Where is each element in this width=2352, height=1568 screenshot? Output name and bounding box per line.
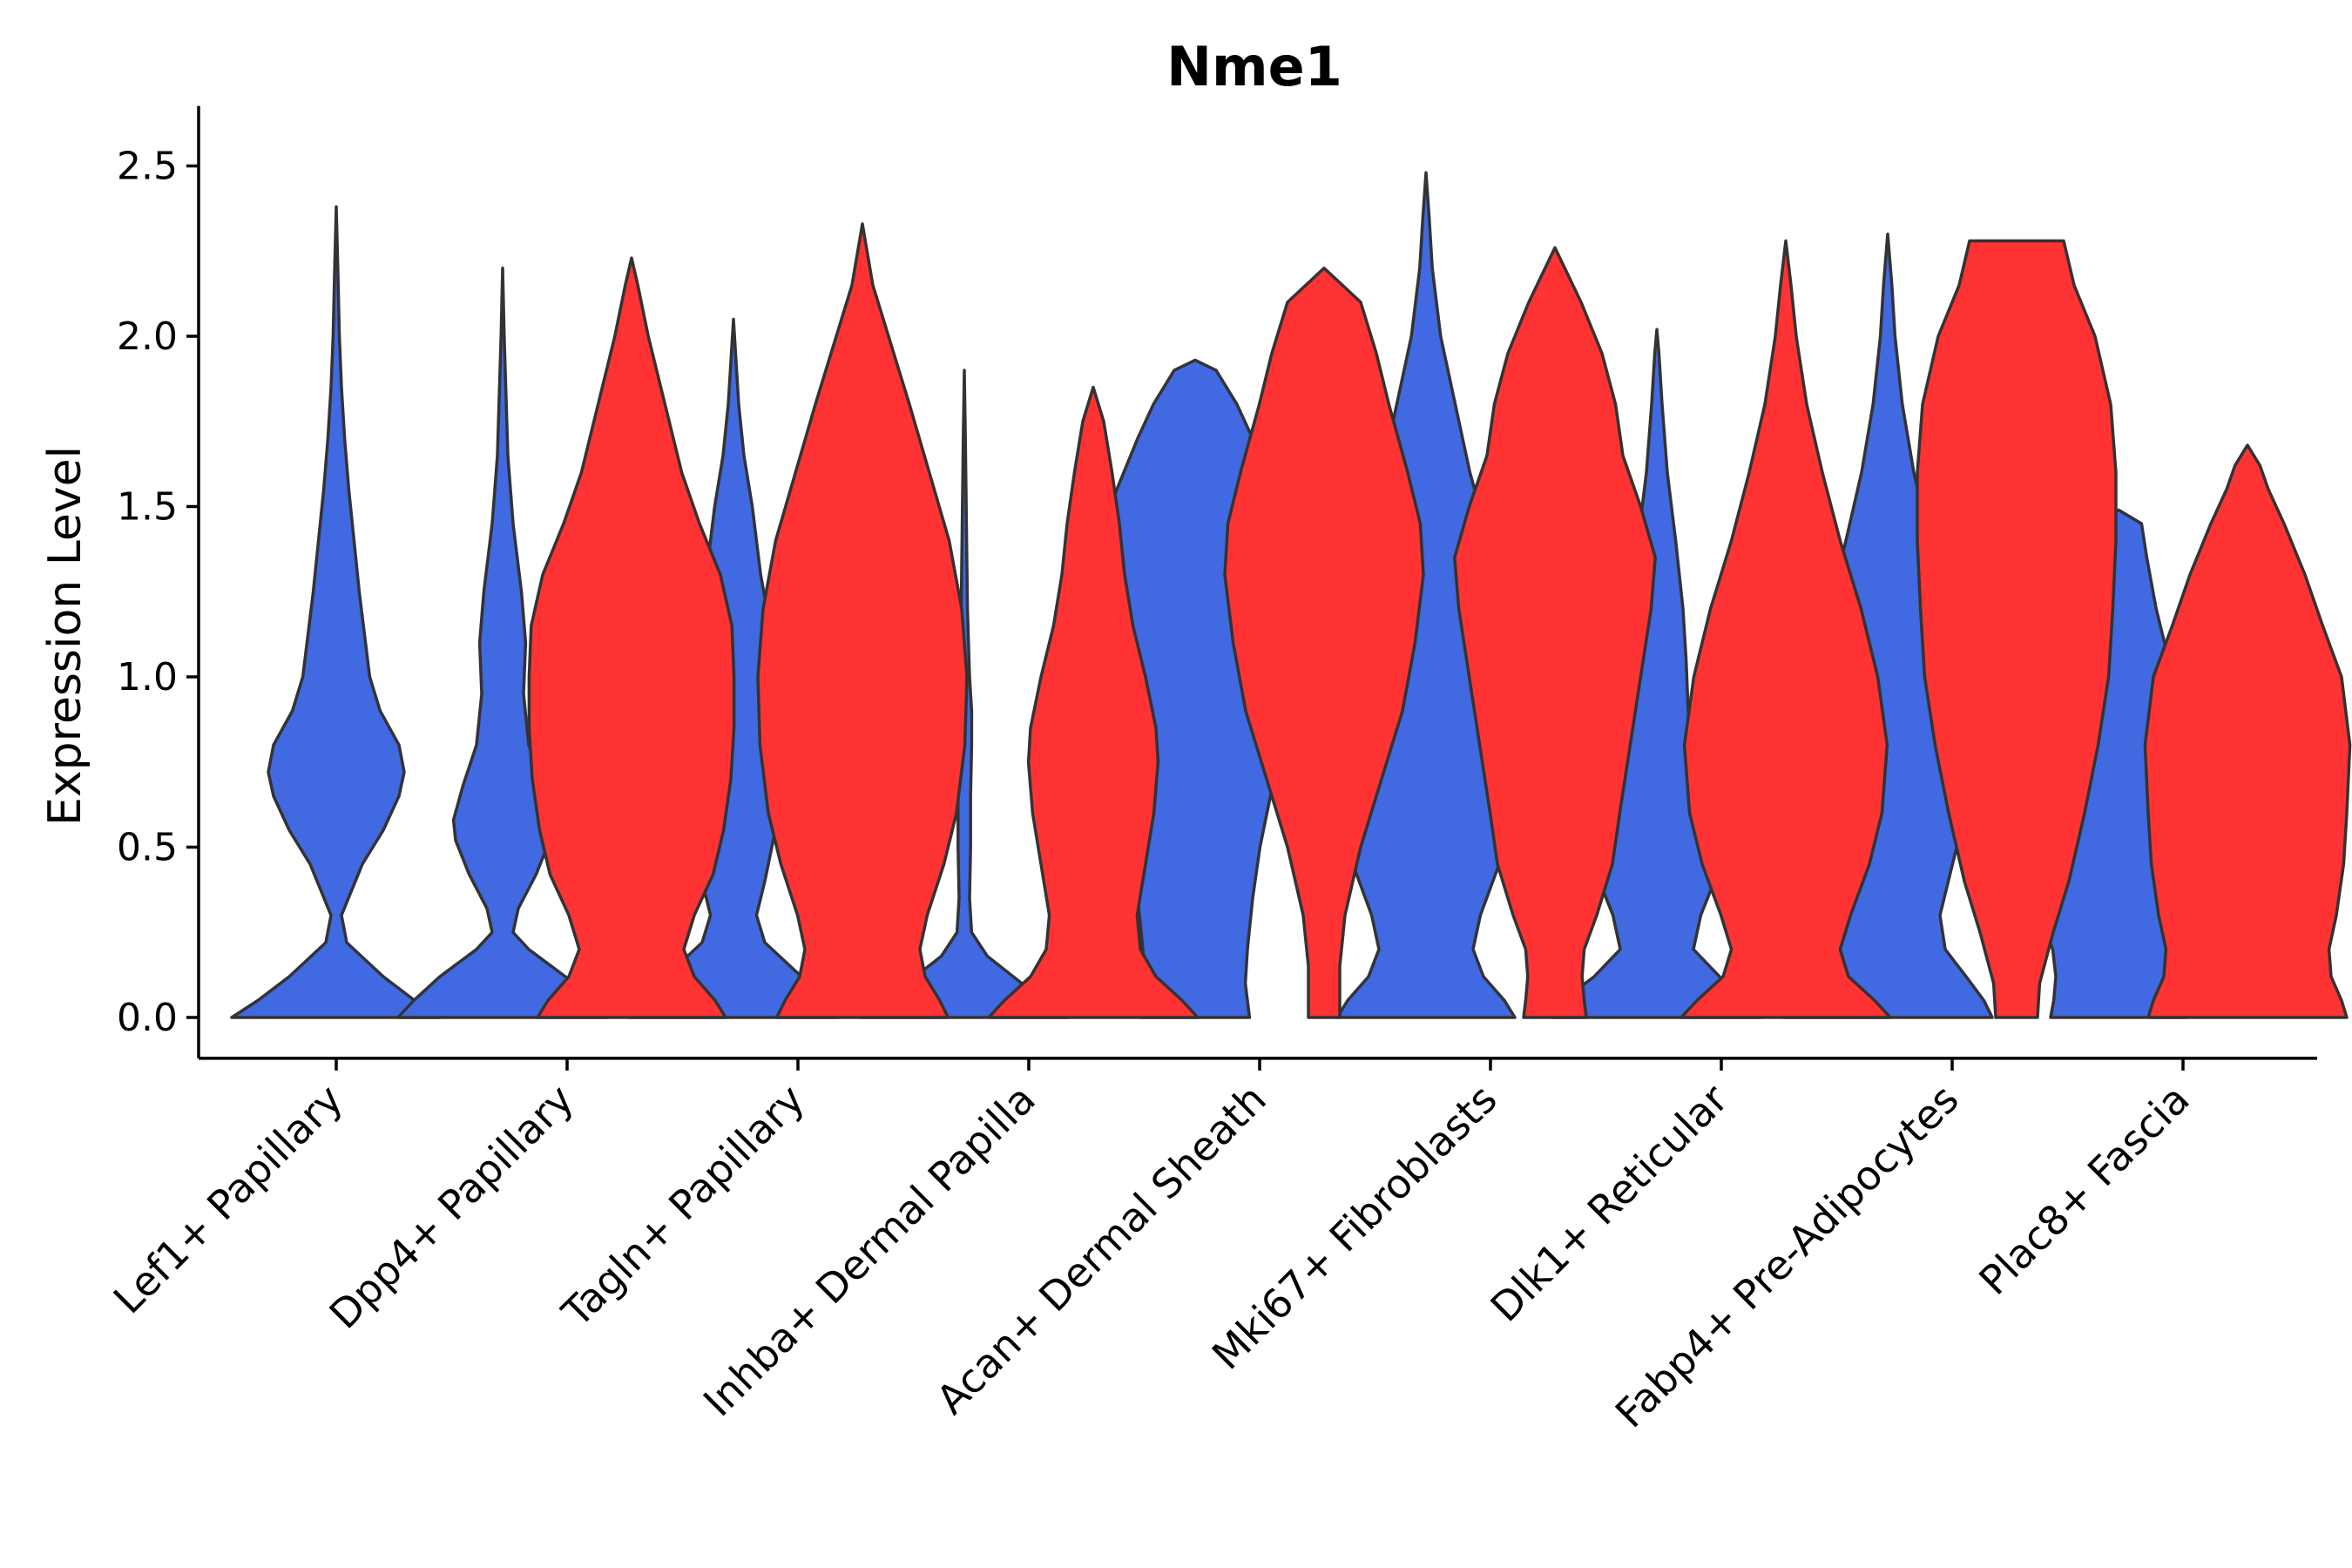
x-tick-label: Dpp4+ Papillary: [321, 1076, 583, 1338]
y-tick-label: 0.5: [117, 826, 178, 870]
violin-red-1: [527, 256, 736, 1019]
y-tick-label: 1.0: [117, 655, 178, 700]
y-axis: 0.0 0.5 1.0 1.5 2.0 2.5: [117, 105, 200, 1058]
violin-red-6: [1680, 239, 1892, 1019]
violin-blue-1: [396, 267, 609, 1019]
violin-red-8: [2143, 443, 2352, 1019]
violin-red-3: [987, 385, 1200, 1019]
chart-title: Nme1: [1166, 35, 1342, 98]
violin-red-5: [1453, 246, 1657, 1019]
violin-red-4: [1223, 267, 1425, 1019]
violin-red-7: [1916, 239, 2118, 1019]
y-tick-label: 1.5: [117, 485, 178, 530]
violin-red-2: [756, 222, 969, 1019]
violin-group: [230, 171, 2352, 1019]
x-tick-label: Plac8+ Fascia: [1970, 1076, 2198, 1304]
violin-blue-0: [230, 205, 443, 1019]
y-tick-label: 2.0: [117, 314, 178, 359]
x-tick-label: Lef1+ Papillary: [105, 1076, 352, 1323]
y-tick-label: 0.0: [117, 996, 178, 1040]
x-tick-label: Tagln+ Papillary: [552, 1076, 814, 1337]
y-axis-label: Expression Level: [39, 446, 91, 826]
x-tick-label: Dlk1+ Reticular: [1482, 1075, 1737, 1330]
y-tick-label: 2.5: [117, 145, 178, 189]
